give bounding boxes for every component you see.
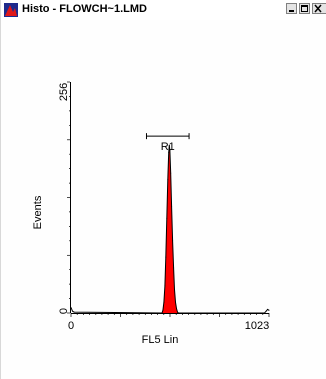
minimize-icon: [289, 10, 294, 12]
histogram-bin-5: [163, 301, 165, 303]
histogram-bin-12: [169, 150, 171, 152]
y-tick-label-min: 0: [58, 308, 70, 314]
maximize-button[interactable]: [299, 3, 310, 14]
histogram-bin-7: [165, 256, 167, 258]
minimize-button[interactable]: [286, 3, 297, 14]
histogram-bin-17: [174, 289, 175, 290]
histogram-bin-10: [168, 151, 170, 153]
x-tick-label-min: 0: [68, 320, 74, 332]
window-title: Histo - FLOWCH~1.LMD: [22, 3, 147, 15]
histogram-bin-9: [167, 179, 169, 180]
histogram-peak-fill: [162, 145, 179, 313]
histogram-plot: 256 0 0 1023 FL5 Lin Events R1: [32, 81, 270, 346]
app-icon: [4, 3, 18, 17]
close-button[interactable]: [312, 3, 326, 14]
y-tick-label-max: 256: [58, 83, 70, 101]
histogram-bin-25: [268, 309, 270, 311]
axis-ticks: [67, 81, 270, 317]
region-label: R1: [161, 141, 175, 153]
histogram-bin-19: [176, 308, 177, 309]
x-axis-label: FL5 Lin: [142, 334, 179, 346]
histogram-bin-4: [162, 309, 164, 311]
histogram-bin-16: [173, 267, 175, 269]
histogram-bin-6: [164, 285, 166, 287]
histogram-bin-15: [172, 240, 174, 242]
histogram-marks: [70, 144, 270, 314]
histogram-bin-20: [177, 311, 178, 313]
close-icon: [314, 4, 322, 13]
y-axis-label: Events: [32, 195, 44, 229]
histogram-bin-14: [171, 206, 173, 207]
region-r1[interactable]: R1: [145, 133, 190, 153]
x-tick-label-max: 1023: [245, 320, 269, 332]
histogram-bin-13: [170, 172, 172, 174]
histogram-bin-23: [265, 310, 267, 312]
histogram-bin-1: [72, 310, 73, 312]
histogram-bin-18: [175, 301, 176, 303]
region-markers[interactable]: R1: [145, 133, 190, 153]
maximize-icon: [301, 5, 308, 12]
histogram-bin-8: [166, 217, 168, 219]
title-bar[interactable]: Histo - FLOWCH~1.LMD: [1, 0, 326, 20]
histogram-bin-11: [168, 144, 170, 146]
histogram-bin-24: [267, 308, 269, 310]
histogram-bin-2: [73, 311, 75, 313]
